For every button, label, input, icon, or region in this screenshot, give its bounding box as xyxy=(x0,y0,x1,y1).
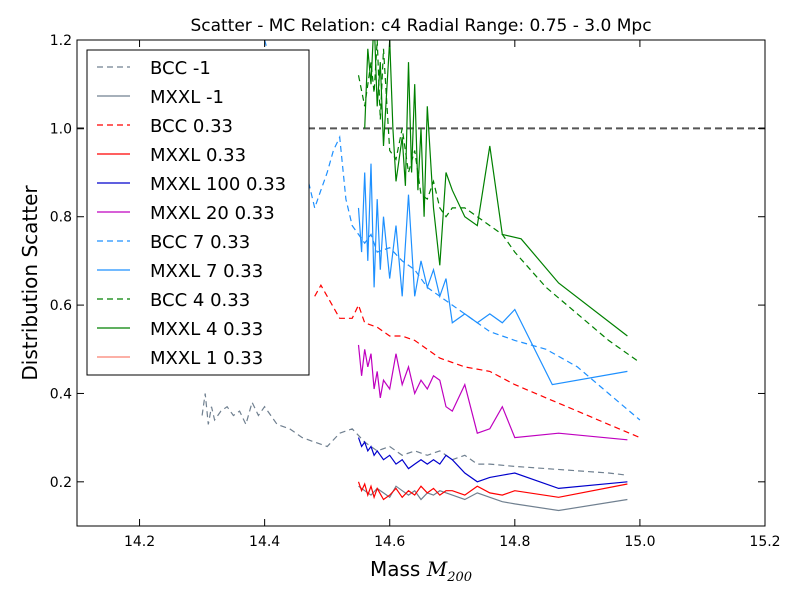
series-line-9 xyxy=(364,40,628,337)
y-tick-label: 0.6 xyxy=(50,298,72,314)
legend-label-0: BCC -1 xyxy=(150,58,211,79)
legend: BCC -1 MXXL -1 BCC 0.33 MXXL 0.33 MXXL 100 0… xyxy=(86,49,310,376)
legend-label-1: MXXL -1 xyxy=(150,87,224,108)
series-line-4 xyxy=(357,437,628,490)
legend-label-3: MXXL 0.33 xyxy=(150,145,246,166)
x-tick-label: 14.6 xyxy=(374,534,405,550)
series-line-7 xyxy=(357,163,628,386)
x-axis-label-sub: 200 xyxy=(446,570,472,585)
y-tick-label: 1.2 xyxy=(50,33,72,49)
legend-label-6: BCC 7 0.33 xyxy=(150,232,250,253)
x-tick-label: 15.0 xyxy=(624,534,655,550)
x-axis-label: Mass M200 xyxy=(370,557,472,585)
legend-label-5: MXXL 20 0.33 xyxy=(150,203,275,224)
series-line-2 xyxy=(314,283,641,439)
legend-label-10: MXXL 1 0.33 xyxy=(150,348,263,369)
series-line-0 xyxy=(201,393,628,476)
plot-area: 14.2 14.4 14.6 14.8 15.0 15.2 0.2 0.4 0.6 0.8 1.0 1… xyxy=(50,33,781,550)
y-axis-label: Distribution Scatter xyxy=(18,185,42,381)
y-tick-label: 0.2 xyxy=(50,475,72,491)
x-tick-label: 15.2 xyxy=(749,534,780,550)
chart-title: Scatter - MC Relation: c4 Radial Range: … xyxy=(190,16,651,36)
y-tick-label: 0.4 xyxy=(50,386,72,402)
x-tick-label: 14.2 xyxy=(124,534,155,550)
series-line-8 xyxy=(357,40,641,363)
y-tick-label: 1.0 xyxy=(50,121,72,137)
series-line-1 xyxy=(358,485,628,512)
legend-label-8: BCC 4 0.33 xyxy=(150,290,250,311)
series-line-5 xyxy=(357,344,628,441)
plot-frame xyxy=(76,39,766,527)
x-tick-label: 14.8 xyxy=(499,534,530,550)
x-axis-label-text: Mass xyxy=(370,557,420,581)
legend-label-4: MXXL 100 0.33 xyxy=(150,174,286,195)
legend-label-2: BCC 0.33 xyxy=(150,116,233,137)
series-line-3 xyxy=(357,481,628,501)
series-line-6 xyxy=(264,40,641,421)
y-tick-label: 0.8 xyxy=(50,210,72,226)
x-axis-label-math: M xyxy=(426,557,448,581)
legend-label-9: MXXL 4 0.33 xyxy=(150,319,263,340)
x-tick-label: 14.4 xyxy=(249,534,280,550)
legend-label-7: MXXL 7 0.33 xyxy=(150,261,263,282)
